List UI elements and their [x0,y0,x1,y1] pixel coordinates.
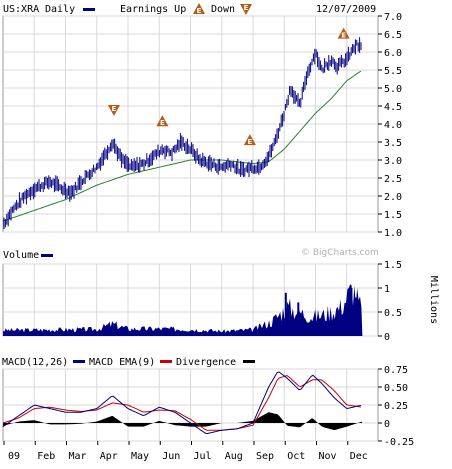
macd-y-axis: 0.75 0.50 0.25 0 -0.25 [378,365,414,448]
x-tick-label: Dec [350,451,368,462]
marker-letter: E [160,119,165,127]
x-tick-label: Sep [256,451,274,462]
volume-spikes [284,288,358,336]
earnings-marker: E [337,27,350,40]
y-tick-label: 6.5 [384,30,402,41]
earnings-up-label: Earnings Up [120,4,186,15]
price-header: US:XRA Daily Earnings Up E Down E 12/07/… [3,3,376,15]
y-tick-label: 0 [384,332,390,343]
volume-title: Volume [3,250,39,261]
x-tick-label: Nov [319,451,337,462]
y-tick-label: 2.5 [384,174,402,185]
x-tick-label: May [131,451,149,462]
price-y-axis: 1.0 1.5 2.0 2.5 3.0 3.5 4.0 4.5 5.0 5.5 6.0 6.5 7.0 [378,12,402,239]
y-tick-label: 4.0 [384,120,402,131]
y-tick-label: 3.5 [384,138,402,149]
x-tick-label: Feb [37,451,55,462]
macd-legend: MACD(12,26) MACD EMA(9) Divergence [2,357,255,368]
y-tick-label: 4.5 [384,102,402,113]
marker-letter: E [341,32,346,40]
month-axis: 09 Feb Mar Apr May Jun Jul Aug Sep Oct Nov Dec [3,441,368,462]
marker-shape [107,105,120,116]
earnings-marker: E [107,105,120,116]
marker-shape [337,27,350,39]
y-tick-label: 6.0 [384,48,402,59]
y-tick-label: 1.5 [384,210,402,221]
earnings-down-label: Down [211,4,235,15]
marker-shape [156,115,169,127]
price-series [3,37,362,230]
x-tick-label: Jun [162,451,180,462]
price-grid [3,15,378,233]
macd-ema-line [2,375,362,431]
y-tick-label: 1 [384,284,390,295]
price-legend-swatch [83,8,95,11]
divergence-histogram [3,412,363,431]
macd-panel: 0.75 0.50 0.25 0 -0.25 MACD(12,26) MACD EMA(… [2,357,414,448]
marker-shape [243,134,256,146]
macd-line [2,371,362,435]
earnings-up-glyph: E [193,3,205,15]
earnings-down-icon: E [240,4,252,15]
volume-legend-swatch [41,254,53,257]
chart-symbol: US:XRA [3,4,39,15]
y-tick-label: 0.75 [384,365,408,376]
earnings-marker: E [243,134,256,146]
y-tick-label: 5.0 [384,84,402,95]
legend-macd-swatch [73,360,85,363]
marker-letter: E [244,4,249,12]
price-panel: 1.01.52.02.53.03.54.04.55.05.56.06.57.0 … [2,3,402,239]
volume-y-axis: 1.5 1 0.5 0 [378,260,402,343]
y-tick-label: 3.0 [384,156,402,167]
volume-unit-label: Millions [428,276,439,324]
x-tick-label: Aug [225,451,243,462]
y-tick-label: 1.0 [384,228,402,239]
y-tick-label: 2.0 [384,192,402,203]
legend-divergence: Divergence [176,357,236,368]
earnings-up-icon: E [193,3,205,15]
y-tick-label: 1.5 [384,260,402,271]
y-tick-label: -0.25 [384,437,414,448]
y-tick-label: 0 [384,419,390,430]
moving-average-line [2,70,362,222]
legend-macd-ema: MACD EMA(9) [89,357,155,368]
x-tick-label: Oct [287,451,305,462]
y-tick-label: 0.25 [384,401,408,412]
volume-bars [3,284,363,336]
y-tick-label: 5.5 [384,66,402,77]
marker-shape [193,3,205,14]
y-tick-label: 7.0 [384,12,402,23]
x-tick-label: Jul [194,451,212,462]
legend-macd: MACD(12,26) [2,357,68,368]
volume-panel: 1.5 1 0.5 0 © BigCharts.com Volume Millions [2,248,439,343]
earnings-marker: E [156,115,169,127]
watermark: © BigCharts.com [301,248,379,258]
x-tick-label: Mar [69,451,87,462]
marker-letter: E [112,105,117,113]
earnings-markers: E E E E [107,27,350,146]
earnings-down-glyph: E [240,4,252,15]
chart-date: 12/07/2009 [316,4,376,15]
x-tick-label: Apr [100,451,118,462]
x-tick-label: 09 [8,451,20,462]
marker-letter: E [247,138,252,146]
y-tick-label: 0.5 [384,308,402,319]
y-tick-label: 0.50 [384,383,408,394]
legend-macd-ema-swatch [160,360,172,363]
marker-shape [240,4,252,15]
marker-letter: E [197,7,202,15]
chart-period: Daily [45,4,75,15]
legend-divergence-swatch [243,360,255,363]
